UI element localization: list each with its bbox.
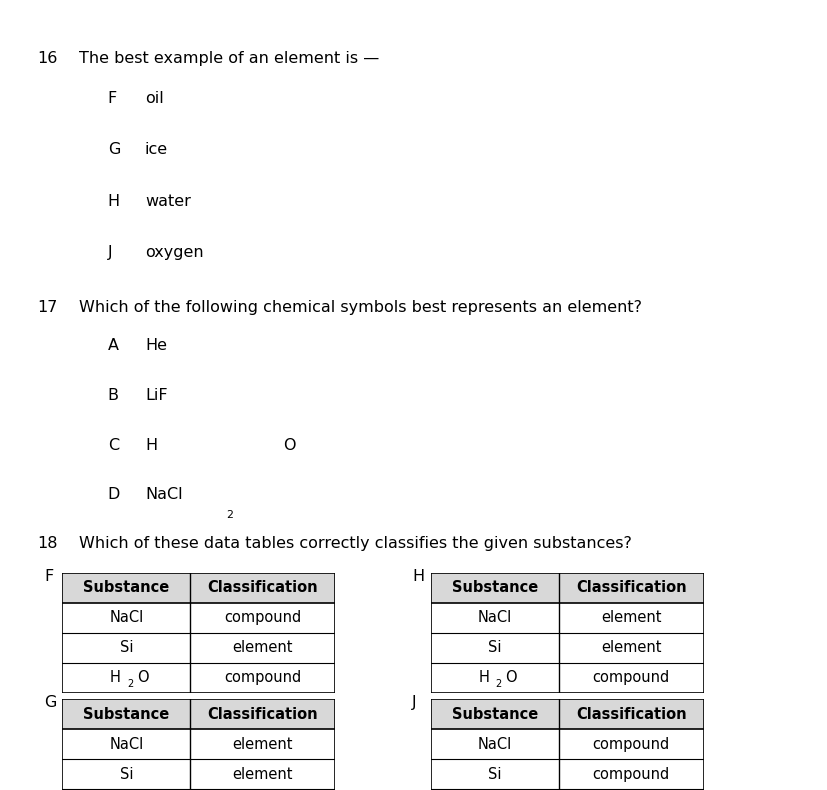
Text: He: He xyxy=(145,338,167,353)
Text: compound: compound xyxy=(592,671,669,685)
Text: O: O xyxy=(504,671,516,685)
Text: The best example of an element is —: The best example of an element is — xyxy=(79,51,379,66)
Text: Substance: Substance xyxy=(451,707,538,721)
Text: Si: Si xyxy=(487,767,501,781)
Text: 18: 18 xyxy=(37,536,58,551)
Text: element: element xyxy=(600,641,661,655)
Text: 2: 2 xyxy=(226,510,232,521)
Text: element: element xyxy=(232,767,293,781)
Text: Which of the following chemical symbols best represents an element?: Which of the following chemical symbols … xyxy=(79,300,641,315)
Text: compound: compound xyxy=(224,671,301,685)
Text: Classification: Classification xyxy=(576,581,686,595)
Text: oxygen: oxygen xyxy=(145,245,203,260)
Text: NaCl: NaCl xyxy=(109,611,143,625)
Text: Si: Si xyxy=(487,641,501,655)
Text: NaCl: NaCl xyxy=(477,737,511,751)
Text: O: O xyxy=(283,438,295,453)
Text: compound: compound xyxy=(592,737,669,751)
Text: element: element xyxy=(232,737,293,751)
Text: 2: 2 xyxy=(127,679,133,690)
Text: J: J xyxy=(108,245,112,260)
Text: Classification: Classification xyxy=(208,581,318,595)
Text: 16: 16 xyxy=(37,51,58,66)
Text: NaCl: NaCl xyxy=(109,737,143,751)
Text: 17: 17 xyxy=(37,300,58,315)
Text: Classification: Classification xyxy=(208,707,318,721)
Text: C: C xyxy=(108,438,118,453)
Bar xyxy=(62,573,335,603)
Text: G: G xyxy=(44,695,56,710)
Text: oil: oil xyxy=(145,91,164,106)
Text: G: G xyxy=(108,142,120,157)
Bar xyxy=(430,699,703,729)
Text: F: F xyxy=(44,569,53,584)
Text: Substance: Substance xyxy=(83,581,170,595)
Text: LiF: LiF xyxy=(145,388,167,403)
Text: compound: compound xyxy=(224,611,301,625)
Text: compound: compound xyxy=(592,767,669,781)
Text: F: F xyxy=(108,91,117,106)
Text: element: element xyxy=(232,641,293,655)
Text: H: H xyxy=(110,671,121,685)
Text: A: A xyxy=(108,338,118,353)
Bar xyxy=(430,573,703,603)
Text: Substance: Substance xyxy=(451,581,538,595)
Text: H: H xyxy=(145,438,157,453)
Text: Classification: Classification xyxy=(576,707,686,721)
Text: O: O xyxy=(136,671,148,685)
Text: ice: ice xyxy=(145,142,168,157)
Text: NaCl: NaCl xyxy=(145,487,182,502)
Text: Si: Si xyxy=(119,767,133,781)
Text: NaCl: NaCl xyxy=(477,611,511,625)
Text: water: water xyxy=(145,194,190,209)
Text: element: element xyxy=(600,611,661,625)
Text: Si: Si xyxy=(119,641,133,655)
Text: 2: 2 xyxy=(495,679,501,690)
Text: Substance: Substance xyxy=(83,707,170,721)
Text: D: D xyxy=(108,487,120,502)
Text: B: B xyxy=(108,388,118,403)
Text: J: J xyxy=(412,695,417,710)
Text: H: H xyxy=(412,569,424,584)
Text: H: H xyxy=(108,194,120,209)
Bar xyxy=(62,699,335,729)
Text: H: H xyxy=(478,671,489,685)
Text: Which of these data tables correctly classifies the given substances?: Which of these data tables correctly cla… xyxy=(79,536,631,551)
